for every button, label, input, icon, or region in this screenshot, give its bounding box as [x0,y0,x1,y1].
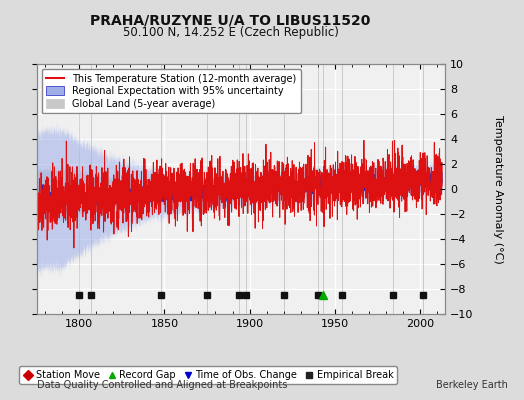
Legend: Station Move, Record Gap, Time of Obs. Change, Empirical Break: Station Move, Record Gap, Time of Obs. C… [19,366,397,384]
Y-axis label: Temperature Anomaly (°C): Temperature Anomaly (°C) [493,115,503,263]
Text: Berkeley Earth: Berkeley Earth [436,380,508,390]
Text: PRAHA/RUZYNE U/A TO LIBUS11520: PRAHA/RUZYNE U/A TO LIBUS11520 [90,14,371,28]
Text: Data Quality Controlled and Aligned at Breakpoints: Data Quality Controlled and Aligned at B… [37,380,287,390]
Text: 50.100 N, 14.252 E (Czech Republic): 50.100 N, 14.252 E (Czech Republic) [123,26,339,39]
